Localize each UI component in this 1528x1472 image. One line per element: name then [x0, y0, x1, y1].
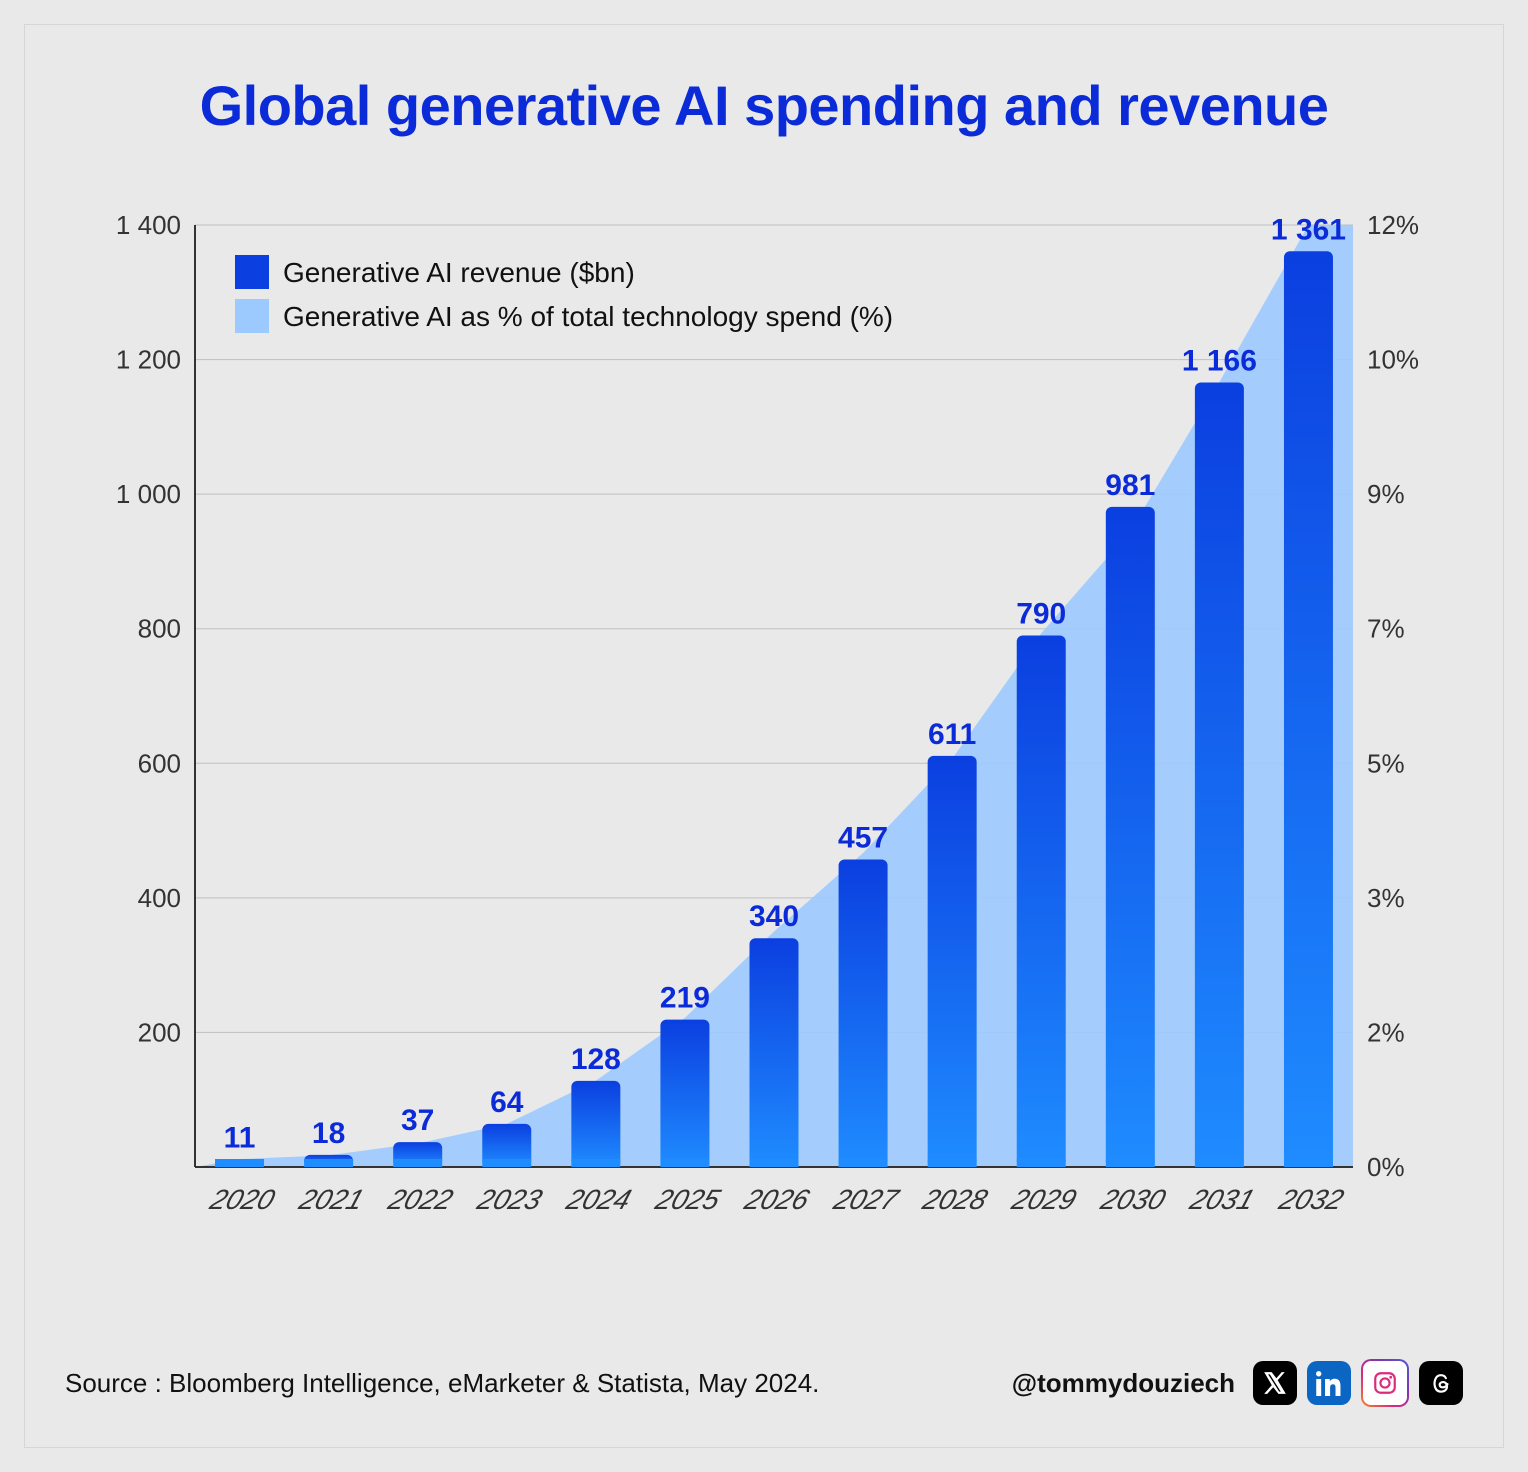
bar-value-label: 790	[1016, 597, 1066, 630]
y-left-tick: 800	[138, 614, 181, 644]
bar	[1284, 251, 1333, 1167]
x-tick-label: 2026	[740, 1185, 813, 1216]
x-tick-label: 2021	[294, 1185, 367, 1216]
instagram-icon[interactable]	[1361, 1359, 1409, 1407]
bar-value-label: 18	[312, 1117, 345, 1150]
bar	[928, 756, 977, 1167]
bar-value-label: 611	[928, 718, 976, 751]
y-right-tick: 5%	[1367, 748, 1405, 778]
bar-value-label: 37	[401, 1104, 434, 1137]
x-tick-label: 2025	[651, 1185, 725, 1216]
x-tick-label: 2022	[383, 1185, 456, 1216]
x-tick-label: 2024	[562, 1185, 635, 1216]
bar-value-label: 1 166	[1182, 344, 1257, 377]
y-left-tick: 200	[138, 1017, 181, 1047]
bar	[1195, 382, 1244, 1167]
y-right-tick: 2%	[1367, 1017, 1405, 1047]
chart-panel: Global generative AI spending and revenu…	[24, 24, 1504, 1448]
bar-value-label: 981	[1105, 469, 1155, 502]
bar	[571, 1081, 620, 1167]
bar-value-label: 340	[749, 900, 799, 933]
x-tick-label: 2027	[829, 1185, 903, 1216]
source-text: Source : Bloomberg Intelligence, eMarket…	[65, 1368, 819, 1399]
x-tick-label: 2028	[918, 1185, 991, 1216]
bar-value-label: 457	[838, 822, 888, 855]
bar	[750, 938, 799, 1167]
bar	[660, 1020, 709, 1167]
y-right-tick: 0%	[1367, 1152, 1405, 1182]
bar	[839, 860, 888, 1167]
y-right-tick: 9%	[1367, 479, 1405, 509]
y-right-tick: 7%	[1367, 614, 1405, 644]
x-tick-label: 2030	[1096, 1185, 1169, 1216]
bar	[1017, 1159, 1066, 1167]
x-tick-label: 2032	[1274, 1185, 1347, 1216]
bar	[660, 1159, 709, 1167]
y-left-tick: 1 200	[116, 345, 181, 375]
chart-svg: 200 400 600 800 1 000 1 200 1 400 0% 2% 3% 5% 7% 9% 1…	[85, 215, 1443, 1267]
bar	[482, 1159, 531, 1167]
bar-value-label: 11	[224, 1122, 256, 1155]
bar	[1106, 507, 1155, 1167]
y-left-tick: 600	[138, 748, 181, 778]
bar	[1106, 1159, 1155, 1167]
bar	[215, 1159, 264, 1167]
x-tick-label: 2031	[1185, 1185, 1258, 1216]
y-left-tick: 400	[138, 883, 181, 913]
bar	[1284, 1159, 1333, 1167]
linkedin-icon[interactable]	[1307, 1361, 1351, 1405]
social-icons	[1253, 1359, 1463, 1407]
bar-value-label: 64	[490, 1086, 524, 1119]
x-tick-label: 2023	[472, 1185, 545, 1216]
bar	[750, 1159, 799, 1167]
bar-value-label: 128	[571, 1043, 621, 1076]
x-tick-label: 2029	[1007, 1185, 1080, 1216]
bar	[1195, 1159, 1244, 1167]
bar	[1017, 635, 1066, 1167]
legend-label: Generative AI as % of total technology s…	[283, 301, 893, 332]
y-right-tick: 10%	[1367, 345, 1419, 375]
x-tick-label: 2020	[205, 1185, 278, 1216]
chart-title: Global generative AI spending and revenu…	[25, 73, 1503, 138]
author-handle: @tommydouziech	[1012, 1368, 1235, 1399]
bar-value-label: 219	[660, 982, 710, 1015]
chart-area: 200 400 600 800 1 000 1 200 1 400 0% 2% 3% 5% 7% 9% 1…	[85, 215, 1443, 1267]
x-icon[interactable]	[1253, 1361, 1297, 1405]
bar	[304, 1159, 353, 1167]
footer: Source : Bloomberg Intelligence, eMarket…	[65, 1359, 1463, 1407]
bar-value-label: 1 361	[1271, 215, 1346, 246]
legend-swatch	[235, 255, 269, 289]
legend-label: Generative AI revenue ($bn)	[283, 257, 635, 288]
bar	[571, 1159, 620, 1167]
bar	[928, 1159, 977, 1167]
threads-icon[interactable]	[1419, 1361, 1463, 1405]
bar	[839, 1159, 888, 1167]
y-right-tick: 12%	[1367, 215, 1419, 240]
bar	[393, 1159, 442, 1167]
y-left-tick: 1 400	[116, 215, 181, 240]
y-right-tick: 3%	[1367, 883, 1405, 913]
y-left-tick: 1 000	[116, 479, 181, 509]
legend-swatch	[235, 299, 269, 333]
